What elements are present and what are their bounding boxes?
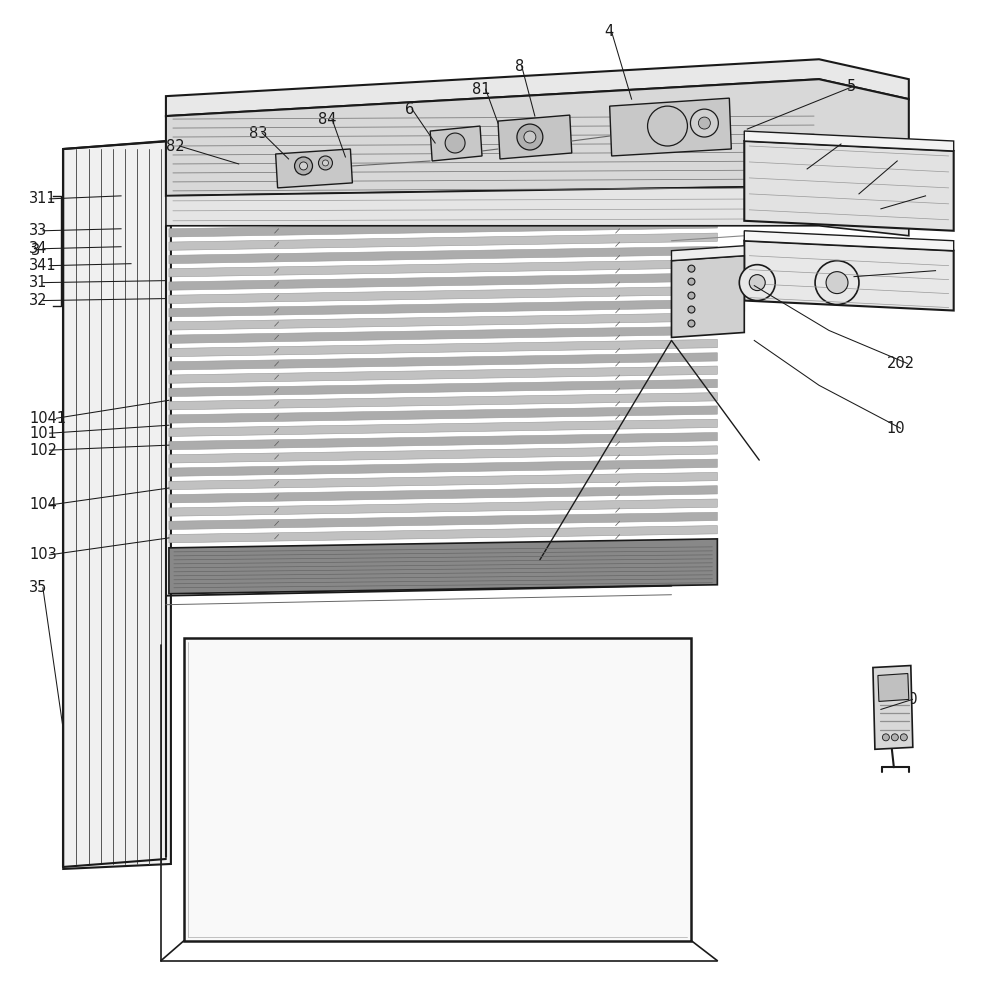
Text: 102: 102 xyxy=(29,443,57,458)
Text: 34: 34 xyxy=(29,241,48,256)
Polygon shape xyxy=(169,326,718,343)
Circle shape xyxy=(749,275,765,291)
Polygon shape xyxy=(169,246,718,264)
Text: 103: 103 xyxy=(29,547,57,562)
Circle shape xyxy=(815,261,859,305)
Polygon shape xyxy=(169,459,718,476)
Polygon shape xyxy=(166,59,909,116)
Circle shape xyxy=(698,117,711,129)
Circle shape xyxy=(524,131,536,143)
Text: 31: 31 xyxy=(29,275,48,290)
Text: 84: 84 xyxy=(318,112,337,127)
Polygon shape xyxy=(744,241,954,311)
Circle shape xyxy=(739,265,776,301)
Polygon shape xyxy=(169,286,718,303)
Circle shape xyxy=(688,306,695,313)
Polygon shape xyxy=(169,419,718,436)
Polygon shape xyxy=(169,260,718,277)
Circle shape xyxy=(688,292,695,299)
Circle shape xyxy=(826,272,848,294)
Circle shape xyxy=(322,160,328,166)
Text: 35: 35 xyxy=(29,580,48,595)
Circle shape xyxy=(445,133,465,153)
Polygon shape xyxy=(169,393,718,410)
Polygon shape xyxy=(169,406,718,423)
Polygon shape xyxy=(671,256,744,337)
Polygon shape xyxy=(169,353,718,370)
Text: 104: 104 xyxy=(29,497,57,512)
Circle shape xyxy=(688,278,695,285)
Polygon shape xyxy=(169,526,718,543)
Text: 33: 33 xyxy=(29,223,47,238)
Text: 202: 202 xyxy=(887,356,915,371)
Circle shape xyxy=(690,109,719,137)
Polygon shape xyxy=(169,486,718,503)
Text: 32: 32 xyxy=(29,293,48,308)
Circle shape xyxy=(688,320,695,327)
Text: 6: 6 xyxy=(405,102,415,117)
Polygon shape xyxy=(169,339,718,357)
Text: 311: 311 xyxy=(29,191,57,206)
Circle shape xyxy=(295,157,313,175)
Text: 4: 4 xyxy=(605,24,614,39)
Polygon shape xyxy=(169,220,718,237)
Polygon shape xyxy=(498,115,572,159)
Circle shape xyxy=(300,162,308,170)
Text: 3: 3 xyxy=(31,243,40,258)
Text: 341: 341 xyxy=(29,258,57,273)
Text: 8: 8 xyxy=(515,59,524,74)
Polygon shape xyxy=(169,472,718,490)
Text: 5: 5 xyxy=(847,79,856,94)
Polygon shape xyxy=(744,131,954,151)
Polygon shape xyxy=(873,666,913,749)
Polygon shape xyxy=(169,433,718,450)
Circle shape xyxy=(318,156,332,170)
Polygon shape xyxy=(63,141,171,869)
Polygon shape xyxy=(609,98,731,156)
Circle shape xyxy=(892,734,898,741)
Text: 34113: 34113 xyxy=(807,137,853,152)
Text: 141: 141 xyxy=(877,153,904,168)
Polygon shape xyxy=(744,141,954,231)
Text: 81: 81 xyxy=(472,82,491,97)
Text: 101: 101 xyxy=(29,426,57,441)
Text: 1041: 1041 xyxy=(29,411,67,426)
Polygon shape xyxy=(169,313,718,330)
Polygon shape xyxy=(184,638,691,941)
Polygon shape xyxy=(275,149,352,188)
Polygon shape xyxy=(169,512,718,530)
Text: 40: 40 xyxy=(898,692,917,707)
Polygon shape xyxy=(169,446,718,463)
Polygon shape xyxy=(166,79,909,196)
Polygon shape xyxy=(169,366,718,383)
Text: 10: 10 xyxy=(887,421,905,436)
Polygon shape xyxy=(169,539,718,594)
Circle shape xyxy=(900,734,907,741)
Text: 2: 2 xyxy=(929,263,938,278)
Circle shape xyxy=(688,265,695,272)
Text: 1: 1 xyxy=(919,188,928,203)
Polygon shape xyxy=(169,233,718,250)
Polygon shape xyxy=(878,674,909,701)
Polygon shape xyxy=(169,300,718,317)
Polygon shape xyxy=(166,186,909,236)
Text: 83: 83 xyxy=(249,126,267,141)
Polygon shape xyxy=(169,273,718,290)
Polygon shape xyxy=(671,246,744,261)
Circle shape xyxy=(883,734,890,741)
Polygon shape xyxy=(744,231,954,251)
Text: 82: 82 xyxy=(166,139,185,154)
Polygon shape xyxy=(431,126,482,161)
Polygon shape xyxy=(169,379,718,397)
Circle shape xyxy=(517,124,543,150)
Polygon shape xyxy=(169,499,718,516)
